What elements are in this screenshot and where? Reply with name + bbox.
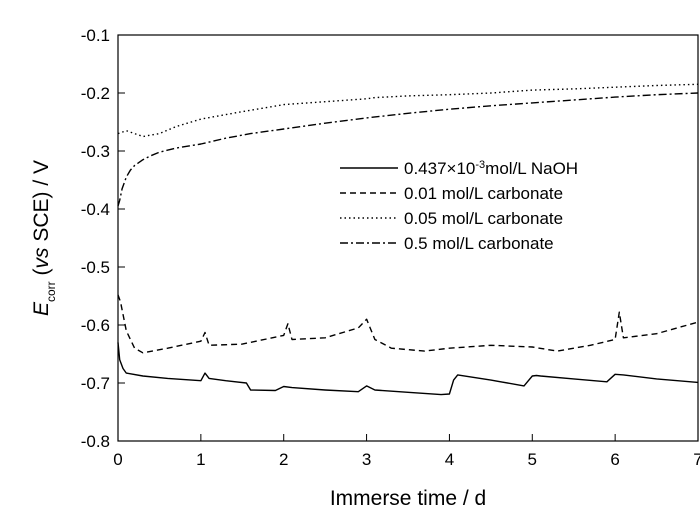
x-tick-label: 7: [693, 450, 700, 469]
legend-label-05-carbonate: 0.5 mol/L carbonate: [404, 234, 554, 253]
y-tick-label: -0.4: [81, 200, 110, 219]
x-tick-label: 1: [196, 450, 205, 469]
legend: 0.437×10-3mol/L NaOH 0.01 mol/L carbonat…: [340, 159, 578, 253]
legend-label-005-carbonate: 0.05 mol/L carbonate: [404, 209, 563, 228]
series-line-1: [117, 294, 699, 354]
series-line-0: [117, 342, 699, 396]
y-tick-label: -0.2: [81, 84, 110, 103]
y-axis-title: Ecorr (vs SCE) / V: [30, 160, 58, 316]
legend-naoh-pre: 0.437×10: [404, 159, 475, 178]
legend-naoh-post: mol/L NaOH: [485, 159, 578, 178]
y-axis-vs: vs: [30, 247, 53, 269]
y-tick-label: -0.8: [81, 432, 110, 451]
x-tick-label: 3: [362, 450, 371, 469]
x-axis-ticks: 0 1 2 3 4 5 6 7: [113, 434, 700, 469]
legend-naoh-sup: -3: [475, 159, 485, 171]
series-layer: [117, 83, 699, 396]
x-tick-label: 5: [528, 450, 537, 469]
y-tick-label: -0.1: [81, 26, 110, 45]
legend-label-naoh: 0.437×10-3mol/L NaOH: [404, 159, 578, 178]
x-tick-label: 6: [610, 450, 619, 469]
y-tick-label: -0.7: [81, 374, 110, 393]
plot-frame: [117, 34, 699, 442]
x-tick-label: 4: [445, 450, 454, 469]
series-line-3: [117, 92, 699, 207]
y-axis-subscript: corr: [44, 281, 58, 302]
y-axis-symbol: E: [30, 301, 53, 316]
y-axis-rest: SCE) / V: [30, 160, 53, 248]
legend-label-001-carbonate: 0.01 mol/L carbonate: [404, 184, 563, 203]
x-tick-label: 0: [113, 450, 122, 469]
x-tick-label: 2: [279, 450, 288, 469]
y-axis-open-paren: (: [30, 269, 53, 282]
y-tick-label: -0.5: [81, 258, 110, 277]
x-axis-title: Immerse time / d: [330, 487, 486, 510]
y-tick-label: -0.6: [81, 316, 110, 335]
y-axis-ticks: -0.1 -0.2 -0.3 -0.4 -0.5 -0.6 -0.7 -0.8: [81, 26, 125, 451]
y-tick-label: -0.3: [81, 142, 110, 161]
series-line-2: [117, 83, 699, 138]
